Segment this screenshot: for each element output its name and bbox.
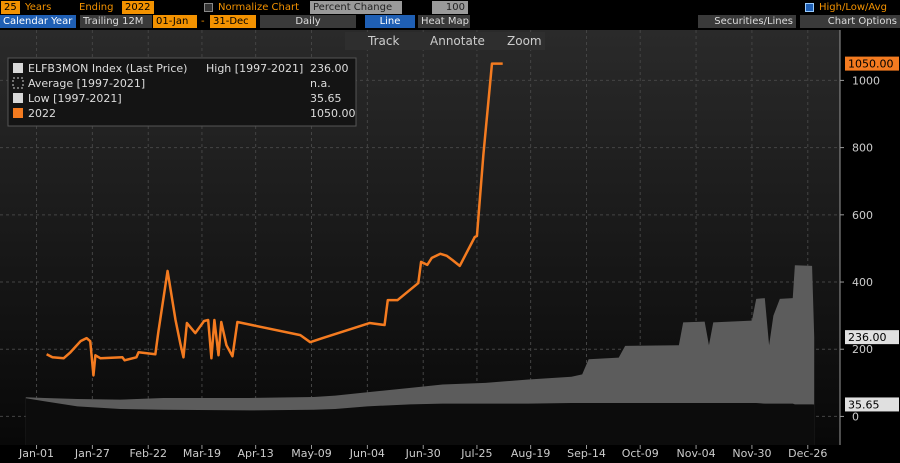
value-flag xyxy=(845,56,899,71)
frequency-select[interactable]: Daily xyxy=(260,15,356,28)
y-tick-label: 1000 xyxy=(852,74,880,87)
mode-select[interactable]: Percent Change xyxy=(310,1,402,14)
legend-swatch xyxy=(13,63,23,73)
high-area xyxy=(25,265,815,445)
x-tick-label: Nov-04 xyxy=(676,447,715,460)
y-tick-label: 600 xyxy=(852,209,873,222)
x-tick-label: Jan-01 xyxy=(18,447,54,460)
zoom-button[interactable]: Zoom xyxy=(507,34,542,48)
chart: Track Annotate Zoom ELFB3MON Index (Last… xyxy=(0,30,899,460)
legend-value: 35.65 xyxy=(310,92,342,105)
x-tick-label: Jul-25 xyxy=(460,447,492,460)
legend xyxy=(7,57,357,127)
y-tick-label: 0 xyxy=(852,410,859,423)
years-input[interactable]: 25 xyxy=(1,1,20,14)
legend-security: ELFB3MON Index (Last Price) xyxy=(28,62,187,75)
legend-swatch xyxy=(13,108,23,118)
x-tick-label: Feb-22 xyxy=(130,447,167,460)
legend-value: 1050.00 xyxy=(310,107,356,120)
calendar-button[interactable]: Calendar Year xyxy=(0,15,76,28)
line-2022 xyxy=(46,62,503,377)
legend-swatch xyxy=(13,93,23,103)
value-flag-label: 35.65 xyxy=(848,398,880,411)
legend-swatch xyxy=(12,77,24,89)
ending-input[interactable]: 2022 xyxy=(122,1,154,14)
legend-label: Average [1997-2021] xyxy=(28,77,145,90)
legend-label: Low [1997-2021] xyxy=(28,92,122,105)
x-tick-label: Sep-14 xyxy=(567,447,606,460)
securities-button[interactable]: Securities/Lines xyxy=(698,15,796,28)
value-flag xyxy=(845,397,899,412)
legend-label: High [1997-2021] xyxy=(206,62,303,75)
value-flag-label: 1050.00 xyxy=(848,58,894,71)
y-tick-label: 800 xyxy=(852,142,873,155)
years-label: Years xyxy=(25,2,52,13)
value-flag-label: 236.00 xyxy=(848,331,887,344)
normalize-checkbox[interactable] xyxy=(204,3,213,12)
heatmap-button[interactable]: Heat Map xyxy=(418,15,470,28)
track-button[interactable]: Track xyxy=(367,34,399,48)
x-tick-label: Jun-30 xyxy=(405,447,441,460)
y-tick-label: 400 xyxy=(852,276,873,289)
x-tick-label: Oct-09 xyxy=(622,447,659,460)
hla-label: High/Low/Avg xyxy=(819,2,887,13)
value-flag xyxy=(845,330,899,345)
legend-label: 2022 xyxy=(28,107,56,120)
y-tick-label: 200 xyxy=(852,343,873,356)
x-tick-label: Mar-19 xyxy=(183,447,221,460)
legend-value: 236.00 xyxy=(310,62,349,75)
annotate-button[interactable]: Annotate xyxy=(430,34,485,48)
end-input[interactable]: 31-Dec xyxy=(210,15,256,28)
hla-checkbox[interactable] xyxy=(805,3,814,12)
tool-bar xyxy=(345,32,545,50)
line-button[interactable]: Line xyxy=(365,15,415,28)
trailing-button[interactable]: Trailing 12M xyxy=(80,15,152,28)
options-button[interactable]: Chart Options xyxy=(800,15,900,28)
x-tick-label: Dec-26 xyxy=(788,447,827,460)
normalize-label: Normalize Chart xyxy=(218,2,300,13)
x-tick-label: Aug-19 xyxy=(511,447,550,460)
ending-label: Ending xyxy=(79,2,114,13)
date-dash: - xyxy=(201,16,205,27)
x-tick-label: Apr-13 xyxy=(238,447,274,460)
x-tick-label: Jun-04 xyxy=(349,447,385,460)
x-tick-label: May-09 xyxy=(291,447,332,460)
low-area xyxy=(25,398,815,445)
x-tick-label: Jan-27 xyxy=(74,447,110,460)
start-input[interactable]: 01-Jan xyxy=(153,15,197,28)
x-tick-label: Nov-30 xyxy=(732,447,771,460)
legend-value: n.a. xyxy=(310,77,331,90)
base-input[interactable]: 100 xyxy=(432,1,468,14)
